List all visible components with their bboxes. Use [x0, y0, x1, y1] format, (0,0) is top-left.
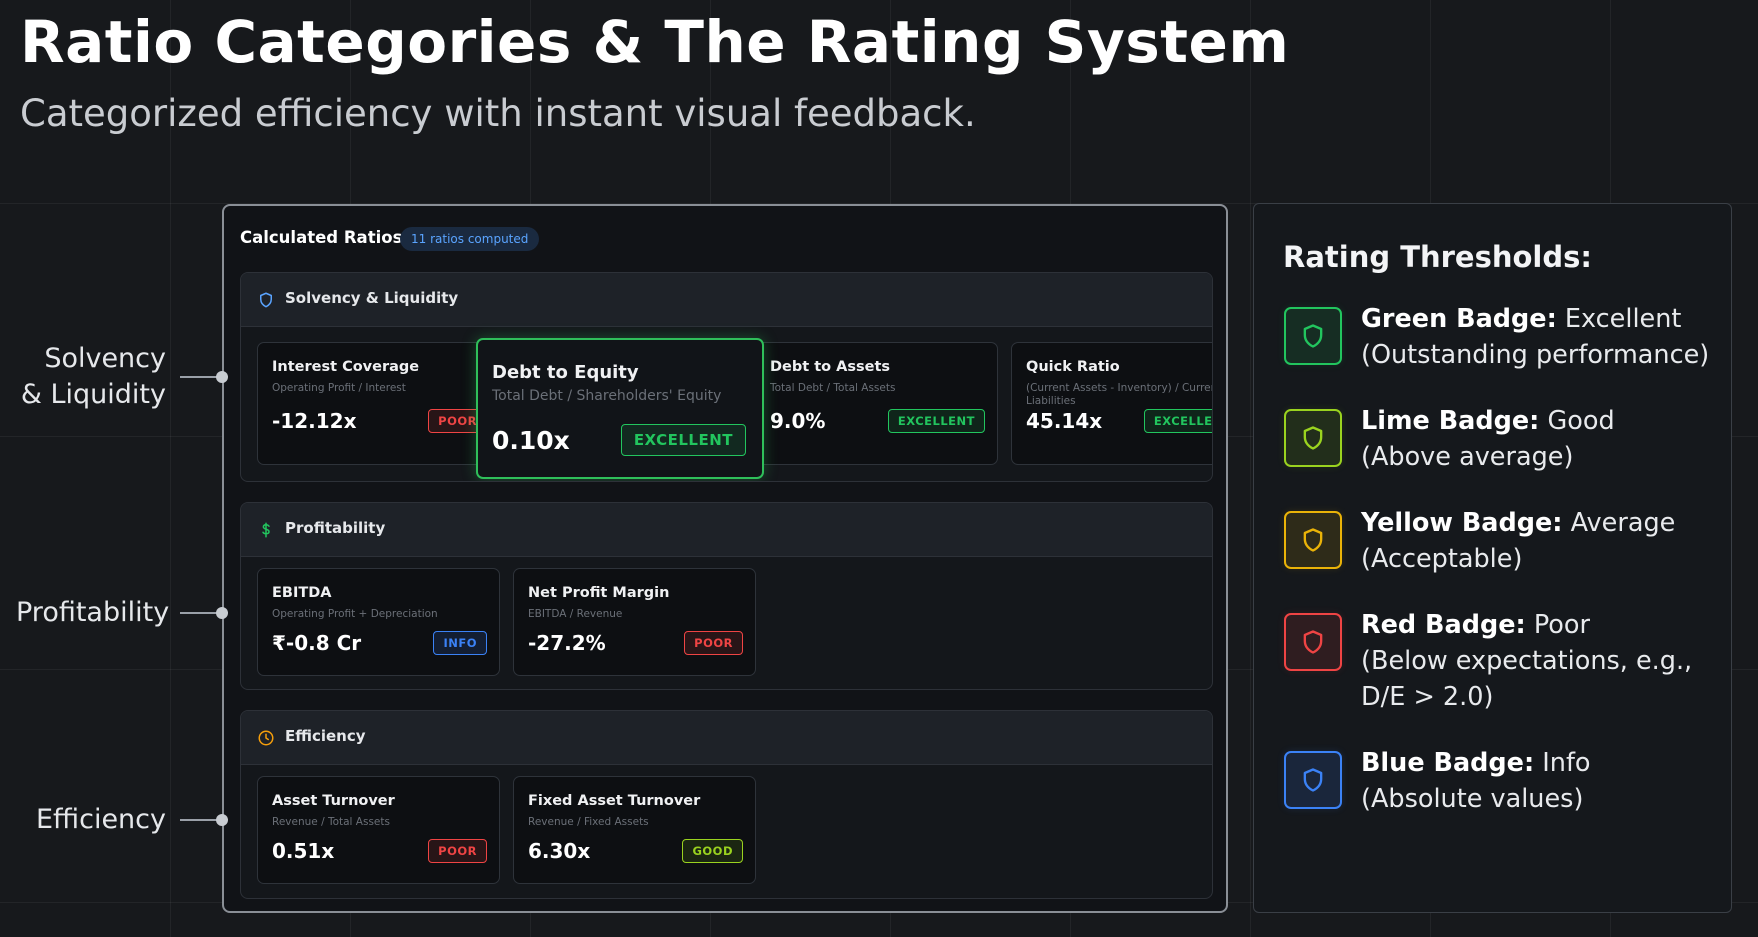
rating-badge: EXCELLENT [887, 409, 985, 433]
ratio-formula: Total Debt / Shareholders' Equity [492, 388, 722, 404]
ratio-name: Asset Turnover [272, 793, 395, 809]
section-header: Solvency & Liquidity [241, 273, 1212, 327]
badge-swatch [1284, 409, 1342, 467]
ratio-name: EBITDA [272, 585, 332, 601]
panel-count-badge: 11 ratios computed [400, 227, 540, 251]
shield-icon [1303, 768, 1323, 792]
side-label: Solvency & Liquidity [20, 343, 166, 410]
ratio-value: -12.12x [272, 409, 357, 433]
ratio-name: Interest Coverage [272, 359, 420, 375]
badge-swatch [1284, 307, 1342, 365]
shield-icon [1303, 528, 1323, 552]
connector-dot [216, 607, 228, 619]
ratio-value: 6.30x [528, 839, 591, 863]
ratio-value: 0.10x [492, 426, 570, 455]
ratio-card: Debt to Equity Total Debt / Shareholders'… [476, 338, 764, 479]
shield-icon [260, 292, 272, 308]
ratio-name: Debt to Assets [770, 359, 891, 375]
threshold-detail: (Acceptable) [1361, 544, 1523, 574]
ratio-value: 45.14x [1026, 409, 1103, 433]
ratio-name: Fixed Asset Turnover [528, 793, 701, 809]
page-title: Ratio Categories & The Rating System [20, 8, 1290, 76]
thresholds-title: Rating Thresholds: [1283, 240, 1592, 274]
section-header: Efficiency [241, 711, 1212, 765]
threshold-text: Yellow Badge: Average (Acceptable) [1361, 505, 1721, 577]
ratio-formula: EBITDA / Revenue [528, 608, 623, 620]
ratio-value: 9.0% [770, 409, 826, 433]
threshold-detail: (Below expectations, e.g., D/E > 2.0) [1361, 646, 1693, 712]
ratio-formula: Revenue / Total Assets [272, 816, 390, 828]
ratio-card: Debt to Assets Total Debt / Total Assets 9… [755, 342, 998, 465]
panel-title: Calculated Ratios [240, 228, 403, 247]
ratio-formula: (Current Assets - Inventory) / Current L… [1026, 382, 1213, 407]
threshold-label: Excellent [1564, 304, 1682, 334]
section-title: Profitability [285, 519, 386, 537]
threshold-text: Red Badge: Poor (Below expectations, e.g.… [1361, 607, 1721, 715]
rating-badge: EXCELLENT [1143, 409, 1212, 433]
threshold-label: Average [1570, 508, 1676, 538]
badge-swatch [1284, 613, 1342, 671]
ratio-name: Quick Ratio [1026, 359, 1120, 375]
ratio-section: Solvency & Liquidity Interest Coverage Ope… [240, 272, 1213, 482]
ratio-formula: Revenue / Fixed Assets [528, 816, 649, 828]
rating-badge: EXCELLENT [620, 424, 746, 456]
rating-badge: INFO [433, 631, 487, 655]
clock-icon [258, 730, 274, 746]
side-label: Efficiency [35, 804, 166, 835]
ratio-name: Net Profit Margin [528, 585, 670, 601]
ratio-card: Asset Turnover Revenue / Total Assets 0.51… [257, 776, 500, 884]
ratio-formula: Operating Profit / Interest [272, 382, 406, 394]
ratio-card: Fixed Asset Turnover Revenue / Fixed Asse… [513, 776, 756, 884]
ratio-value: -27.2% [528, 631, 606, 655]
page-subtitle: Categorized efficiency with instant visu… [20, 92, 976, 135]
rating-badge: POOR [428, 839, 487, 863]
threshold-name: Red Badge: [1361, 610, 1526, 640]
threshold-text: Blue Badge: Info (Absolute values) [1361, 745, 1721, 817]
section-header: Profitability [241, 503, 1212, 557]
rating-badge: POOR [684, 631, 743, 655]
threshold-label: Info [1542, 748, 1591, 778]
ratio-value: 0.51x [272, 839, 335, 863]
shield-icon [1303, 426, 1323, 450]
connector-dot [216, 814, 228, 826]
shield-icon [1303, 630, 1323, 654]
connector-line [180, 612, 222, 614]
threshold-name: Green Badge: [1361, 304, 1557, 334]
threshold-text: Lime Badge: Good (Above average) [1361, 403, 1721, 475]
badge-swatch [1284, 511, 1342, 569]
ratio-formula: Operating Profit + Depreciation [272, 608, 438, 620]
dollar-icon [262, 522, 270, 538]
ratio-card: Net Profit Margin EBITDA / Revenue -27.2% P… [513, 568, 756, 676]
ratios-panel: Calculated Ratios 11 ratios computed Sol… [222, 204, 1228, 913]
side-label: Profitability [16, 597, 170, 628]
threshold-label: Poor [1533, 610, 1590, 640]
thresholds-panel: Rating Thresholds: Green Badge: Excellen… [1253, 203, 1732, 913]
threshold-detail: (Above average) [1361, 442, 1574, 472]
threshold-name: Yellow Badge: [1361, 508, 1563, 538]
threshold-text: Green Badge: Excellent (Outstanding perfo… [1361, 301, 1721, 373]
connector-line [180, 376, 222, 378]
threshold-label: Good [1547, 406, 1615, 436]
connector-dot [216, 371, 228, 383]
rating-badge: GOOD [682, 839, 743, 863]
threshold-name: Lime Badge: [1361, 406, 1540, 436]
ratio-section: Profitability EBITDA Operating Profit + De… [240, 502, 1213, 690]
ratio-card: Interest Coverage Operating Profit / Inte… [257, 342, 500, 465]
ratio-formula: Total Debt / Total Assets [770, 382, 896, 394]
threshold-name: Blue Badge: [1361, 748, 1535, 778]
section-title: Solvency & Liquidity [285, 289, 459, 307]
section-title: Efficiency [285, 727, 366, 745]
shield-icon [1303, 324, 1323, 348]
ratio-name: Debt to Equity [492, 362, 639, 383]
threshold-detail: (Outstanding performance) [1361, 340, 1710, 370]
ratio-card: Quick Ratio (Current Assets - Inventory) … [1011, 342, 1213, 465]
threshold-detail: (Absolute values) [1361, 784, 1584, 814]
connector-line [180, 819, 222, 821]
badge-swatch [1284, 751, 1342, 809]
ratio-card: EBITDA Operating Profit + Depreciation ₹-0… [257, 568, 500, 676]
ratio-value: ₹-0.8 Cr [272, 631, 362, 655]
ratio-section: Efficiency Asset Turnover Revenue / Total … [240, 710, 1213, 899]
